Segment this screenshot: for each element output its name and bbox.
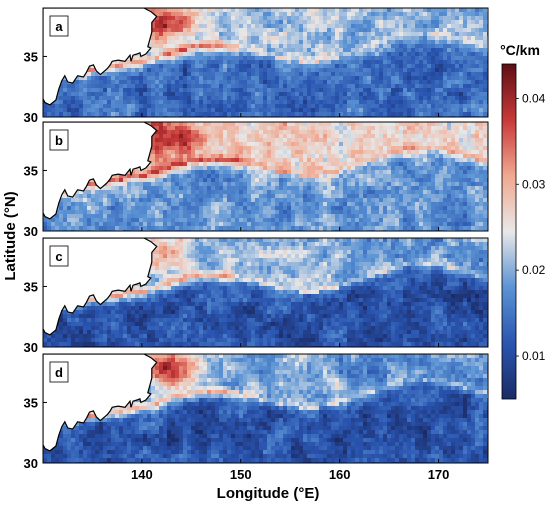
- colorbar-gradient: [501, 63, 517, 400]
- y-tick-label: 30: [24, 340, 38, 355]
- x-tick-label: 140: [131, 467, 153, 482]
- panel-frame-d: [42, 353, 489, 464]
- x-axis-title: Longitude (°E): [217, 485, 320, 502]
- colorbar-label: °C/km: [500, 42, 540, 58]
- panel-label-box-a: [49, 15, 69, 37]
- panel-a: a 30 35: [24, 7, 489, 125]
- panel-label-d: d: [55, 365, 63, 380]
- panel-label-a: a: [55, 19, 63, 34]
- x-ticks: 140 150 160 170: [131, 113, 449, 482]
- x-tick-label: 150: [230, 467, 252, 482]
- panel-frame-a: [42, 7, 489, 118]
- y-tick-label: 30: [24, 110, 38, 125]
- panel-c: c 30 35: [24, 237, 489, 355]
- colorbar-tick-label: 0.01: [522, 349, 546, 363]
- panel-frame-b: [42, 121, 489, 232]
- x-tick-label: 160: [329, 467, 351, 482]
- land-d: [43, 354, 158, 452]
- panel-frame-c: [42, 237, 489, 348]
- y-tick-label: 35: [24, 279, 38, 294]
- colorbar: °C/km 0.01 0.02 0.03 0.04: [500, 42, 546, 400]
- x-tick-label: 170: [428, 467, 450, 482]
- colorbar-tick-label: 0.02: [522, 263, 546, 277]
- colorbar-tick-label: 0.04: [522, 91, 546, 105]
- panel-label-c: c: [55, 249, 62, 264]
- y-tick-label: 35: [24, 49, 38, 64]
- y-axis-title: Latitude (°N): [2, 191, 19, 280]
- panels-group: a 30 35 b 30 35 c 30 35 d 30 35: [24, 7, 489, 471]
- y-tick-label: 35: [24, 395, 38, 410]
- y-tick-label: 30: [24, 456, 38, 471]
- colorbar-tick-label: 0.03: [522, 177, 546, 191]
- land-a: [43, 8, 158, 106]
- panel-label-b: b: [55, 133, 63, 148]
- land-c: [43, 238, 158, 336]
- y-tick-label: 30: [24, 224, 38, 239]
- land-b: [43, 122, 158, 220]
- gradient-field-c: [43, 238, 488, 347]
- panel-label-box-c: [49, 245, 69, 267]
- y-tick-label: 35: [24, 163, 38, 178]
- panel-label-box-d: [49, 361, 69, 383]
- panel-d: d 30 35: [24, 353, 489, 471]
- panel-b: b 30 35: [24, 121, 489, 239]
- panel-label-box-b: [49, 129, 69, 151]
